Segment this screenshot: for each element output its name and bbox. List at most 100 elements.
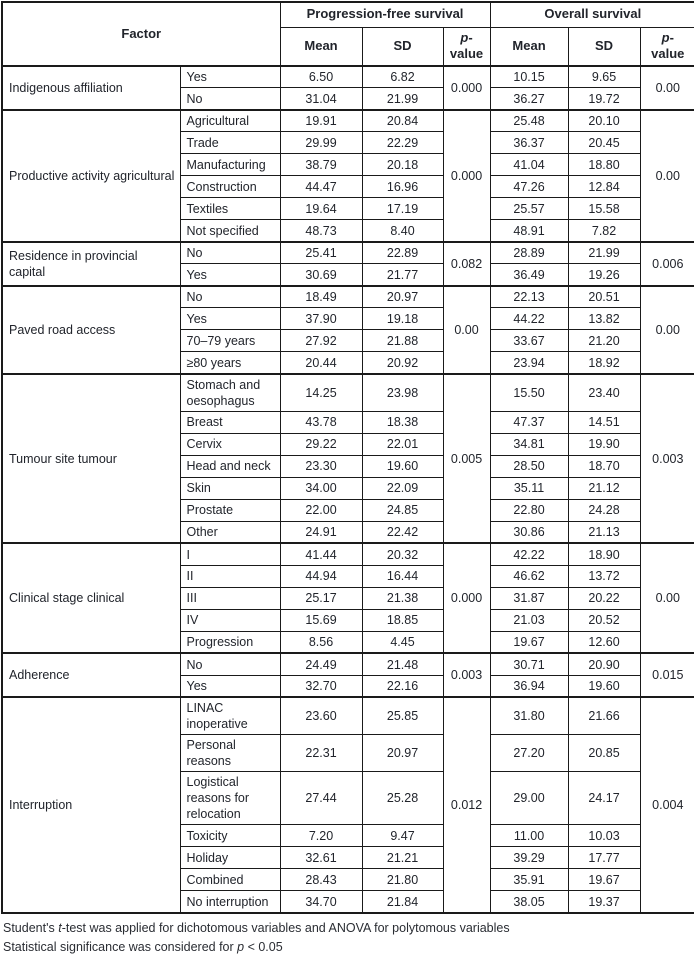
factor-name-cell: Adherence	[1, 652, 181, 698]
header-row-groups: Factor Progression-free survival Overall…	[1, 1, 694, 67]
pfs-group-header: Progression-free survival	[279, 1, 491, 28]
table-row: Trade 29.99 22.29 36.37 20.45	[2, 131, 694, 155]
table-row: Other 24.91 22.42 30.86 21.13	[2, 520, 694, 544]
table-row: Progression 8.56 4.45 19.67 12.60	[2, 630, 694, 654]
table-row: Prostate 22.00 24.85 22.80 24.28	[2, 498, 694, 522]
factor-name-cell: Residence in provincial capital	[1, 240, 181, 287]
factor-group: Tumour site tumour Stomach and oesophagus…	[1, 372, 694, 544]
pfs-sd-cell: 4.45	[361, 630, 444, 654]
os-pvalue-cell: 0.00	[639, 108, 694, 243]
os-mean-cell: 29.00	[489, 771, 569, 826]
category-cell: Textiles	[179, 197, 281, 221]
category-cell: Personal reasons	[179, 734, 281, 773]
table-row: Yes 32.70 22.16 36.94 19.60	[2, 674, 694, 698]
os-mean-cell: 25.48	[489, 108, 569, 133]
category-cell: Not specified	[179, 219, 281, 243]
pfs-mean-cell: 25.41	[279, 240, 363, 265]
pfs-mean-cell: 32.70	[279, 674, 363, 698]
os-mean-cell: 35.91	[489, 868, 569, 892]
factor-group: Productive activity agricultural Agricult…	[1, 108, 694, 243]
pfs-sd-cell: 19.60	[361, 454, 444, 478]
pfs-pvalue-cell: 0.003	[442, 652, 491, 698]
factor-name-cell: Tumour site tumour	[1, 372, 181, 544]
os-sd-cell: 18.70	[567, 454, 641, 478]
os-pvalue-cell: 0.00	[639, 542, 694, 654]
table-row: Cervix 29.22 22.01 34.81 19.90	[2, 432, 694, 456]
os-pvalue-cell: 0.004	[639, 696, 694, 914]
pfs-mean-cell: 43.78	[279, 410, 363, 434]
pfs-sd-cell: 22.01	[361, 432, 444, 456]
category-cell: Breast	[179, 410, 281, 434]
os-mean-cell: 35.11	[489, 476, 569, 500]
pfs-sd-cell: 21.80	[361, 868, 444, 892]
pfs-sd-cell: 17.19	[361, 197, 444, 221]
pfs-mean-cell: 19.64	[279, 197, 363, 221]
pfs-sd-cell: 20.84	[361, 108, 444, 133]
pfs-sd-cell: 25.85	[361, 696, 444, 736]
os-pvalue-cell: 0.006	[639, 240, 694, 287]
factor-name-cell: Interruption	[1, 696, 181, 914]
category-cell: Construction	[179, 175, 281, 199]
os-mean-cell: 30.86	[489, 520, 569, 544]
pfs-mean-cell: 27.44	[279, 771, 363, 826]
category-cell: Combined	[179, 868, 281, 892]
category-cell: I	[179, 542, 281, 566]
category-cell: No	[179, 240, 281, 265]
pfs-sd-cell: 22.89	[361, 240, 444, 265]
footnote-line: Student's t-test was applied for dichoto…	[3, 920, 510, 935]
os-mean-cell: 31.80	[489, 696, 569, 736]
pfs-pvalue-cell: 0.000	[442, 64, 491, 111]
os-mean-cell: 25.57	[489, 197, 569, 221]
pfs-mean-cell: 15.69	[279, 608, 363, 632]
os-mean-cell: 15.50	[489, 372, 569, 412]
pfs-mean-cell: 48.73	[279, 219, 363, 243]
factor-name-cell: Clinical stage clinical	[1, 542, 181, 654]
pfs-sd-cell: 21.38	[361, 586, 444, 610]
pfs-sd-cell: 22.09	[361, 476, 444, 500]
category-cell: Stomach and oesophagus	[179, 372, 281, 412]
pfs-pvalue-cell: 0.00	[442, 284, 491, 375]
category-cell: Yes	[179, 263, 281, 287]
os-sd-cell: 21.99	[567, 240, 641, 265]
os-sd-cell: 12.84	[567, 175, 641, 199]
category-cell: Skin	[179, 476, 281, 500]
factor-name-cell: Paved road access	[1, 284, 181, 375]
os-sd-cell: 20.22	[567, 586, 641, 610]
table-row: 70–79 years 27.92 21.88 33.67 21.20	[2, 329, 694, 353]
factor-name-cell: Productive activity agricultural	[1, 108, 181, 243]
os-sd-cell: 15.58	[567, 197, 641, 221]
os-mean-cell: 22.13	[489, 284, 569, 309]
pfs-sd-cell: 23.98	[361, 372, 444, 412]
os-sd-cell: 19.60	[567, 674, 641, 698]
os-sd-cell: 23.40	[567, 372, 641, 412]
os-mean-cell: 28.89	[489, 240, 569, 265]
os-pvalue-cell: 0.015	[639, 652, 694, 698]
category-cell: Head and neck	[179, 454, 281, 478]
pfs-mean-cell: 38.79	[279, 153, 363, 177]
pfs-sd-cell: 21.48	[361, 652, 444, 676]
pfs-mean-cell: 44.94	[279, 564, 363, 588]
os-sd-cell: 13.82	[567, 307, 641, 331]
os-mean-cell: 36.94	[489, 674, 569, 698]
category-cell: II	[179, 564, 281, 588]
os-mean-cell: 41.04	[489, 153, 569, 177]
os-mean-cell: 30.71	[489, 652, 569, 676]
pfs-sd-cell: 21.84	[361, 890, 444, 914]
pfs-mean-cell: 22.00	[279, 498, 363, 522]
table-row: ≥80 years 20.44 20.92 23.94 18.92	[2, 351, 694, 375]
os-sd-cell: 12.60	[567, 630, 641, 654]
os-mean-cell: 47.26	[489, 175, 569, 199]
os-sd-cell: 9.65	[567, 64, 641, 89]
pfs-sd-cell: 20.32	[361, 542, 444, 566]
pfs-sd-cell: 8.40	[361, 219, 444, 243]
category-cell: III	[179, 586, 281, 610]
header-row-subcolumns: Mean SD p-value Mean SD p-value	[2, 26, 694, 67]
pfs-mean-cell: 31.04	[279, 87, 363, 111]
table-row: Manufacturing 38.79 20.18 41.04 18.80	[2, 153, 694, 177]
factor-column-header: Factor	[1, 1, 281, 67]
category-cell: Agricultural	[179, 108, 281, 133]
os-mean-cell: 48.91	[489, 219, 569, 243]
os-pvalue-header: p-value	[639, 26, 694, 67]
os-sd-cell: 21.20	[567, 329, 641, 353]
